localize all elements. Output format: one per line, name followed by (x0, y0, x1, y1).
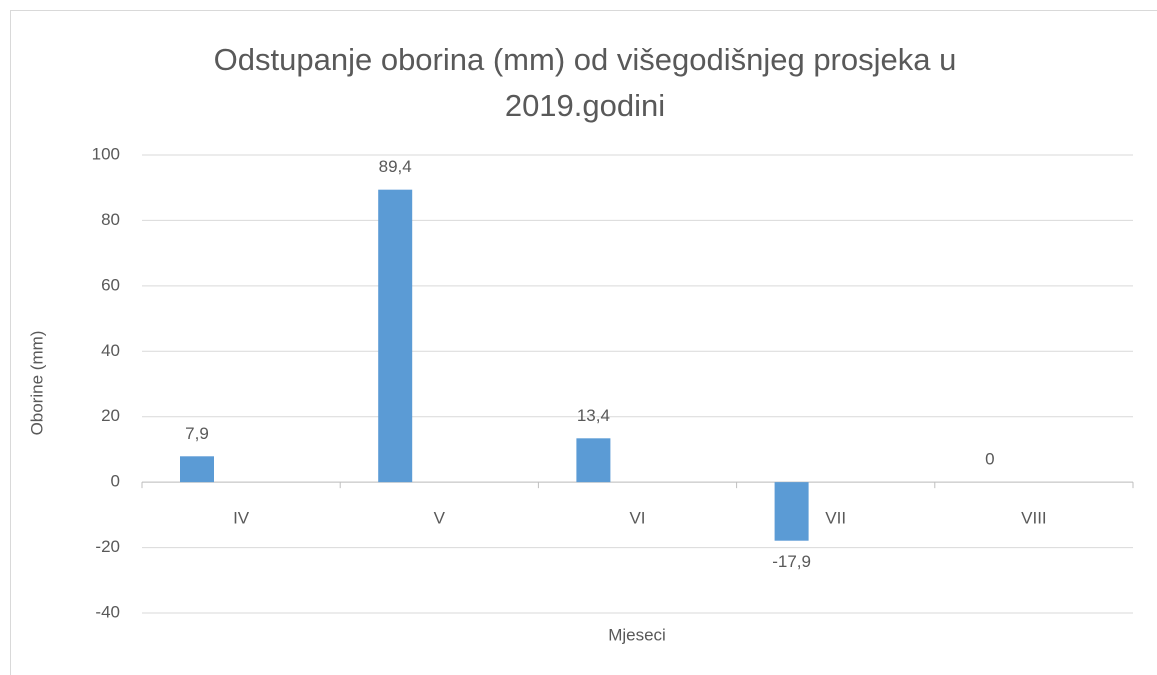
value-label: 0 (985, 450, 994, 469)
value-label: 13,4 (577, 406, 610, 425)
x-tick-label: VIII (1021, 509, 1047, 528)
chart-title: Odstupanje oborina (mm) od višegodišnjeg… (213, 42, 957, 123)
value-label: -17,9 (772, 552, 811, 571)
chart-border (10, 10, 1157, 675)
bar (378, 189, 413, 483)
y-tick-label: 60 (101, 275, 120, 294)
bar (774, 482, 809, 541)
x-axis-label: Mjeseci (608, 625, 666, 644)
x-tick-label: VII (825, 509, 846, 528)
y-tick-label: 0 (111, 472, 120, 491)
x-tick-label: V (434, 509, 446, 528)
y-tick-label: -20 (95, 537, 120, 556)
bar (180, 456, 214, 483)
y-axis-label: Oborine (mm) (27, 331, 46, 436)
y-tick-label: 40 (101, 341, 120, 360)
y-tick-label: 100 (92, 144, 120, 163)
x-tick-label: VI (629, 509, 645, 528)
bar (576, 438, 611, 483)
y-tick-label: 80 (101, 210, 120, 229)
x-tick-label: IV (233, 509, 250, 528)
value-label: 89,4 (379, 157, 412, 176)
y-tick-label: -40 (95, 602, 120, 621)
value-label: 7,9 (185, 424, 209, 443)
y-tick-label: 20 (101, 406, 120, 425)
